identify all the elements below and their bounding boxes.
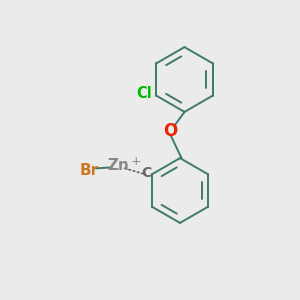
Text: O: O xyxy=(163,122,178,140)
Text: C: C xyxy=(141,166,152,180)
Text: Zn: Zn xyxy=(107,158,129,173)
Text: Br: Br xyxy=(80,163,99,178)
Text: +: + xyxy=(130,155,141,168)
Text: Cl: Cl xyxy=(136,86,152,101)
